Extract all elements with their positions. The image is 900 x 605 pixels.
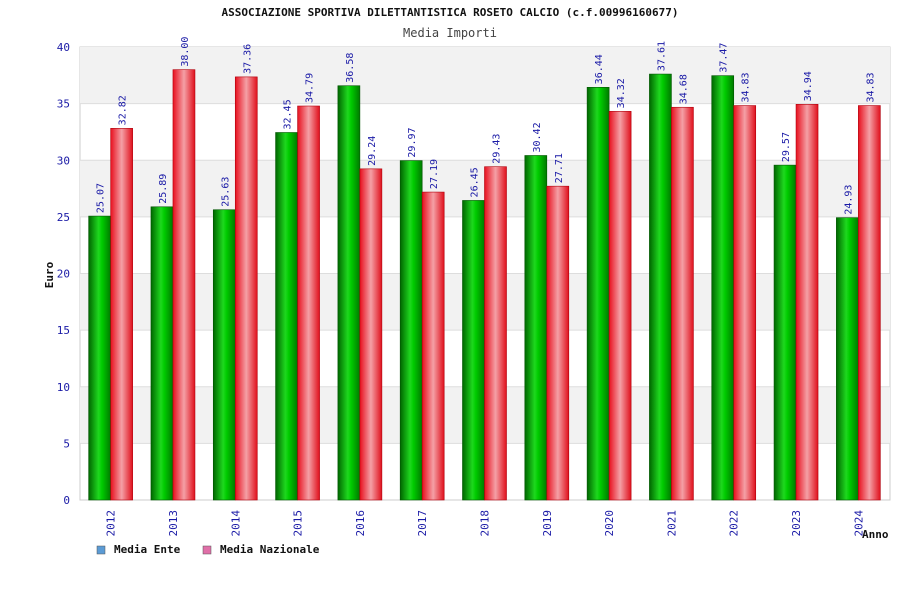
x-tick-label: 2016 [354,510,367,537]
legend-swatch [202,545,212,555]
data-label: 27.71 [554,153,565,183]
data-label: 34.83 [865,72,876,102]
data-label: 37.47 [719,43,730,73]
bar-media-nazionale-2013 [172,69,196,501]
data-label: 34.94 [803,71,814,101]
x-tick-label: 2019 [541,510,554,537]
x-axis-label: Anno [862,528,889,541]
data-label: 37.61 [656,41,667,71]
data-label: 38.00 [180,37,191,67]
bars [88,69,881,501]
y-tick-label: 0 [63,494,70,507]
x-tick-label: 2017 [416,510,429,537]
data-label: 29.97 [407,127,418,157]
y-axis-label: Euro [43,261,56,288]
bar-media-ente-2021 [649,73,672,501]
legend: Media Ente Media Nazionale [96,543,320,556]
data-label: 29.43 [492,134,503,164]
bar-media-nazionale-2018 [484,166,507,501]
x-ticks: 2012 2013 2014 2015 2016 2017 2018 2019 2020 2021… [105,510,866,537]
bar-media-ente-2013 [150,206,174,501]
data-label: 34.83 [741,72,752,102]
chart-subtitle: Media Importi [403,26,497,40]
bar-media-nazionale-2014 [234,76,258,501]
bar-media-ente-2024 [836,217,859,501]
data-label: 25.07 [96,183,107,213]
data-label: 26.45 [470,167,481,197]
y-tick-label: 40 [57,41,70,54]
data-label: 25.89 [158,174,169,204]
data-label: 30.42 [532,122,543,152]
y-tick-label: 30 [57,154,70,167]
x-tick-label: 2013 [167,510,180,537]
bar-media-nazionale-2019 [546,185,570,501]
data-label: 37.36 [242,44,253,74]
y-ticks: 0 5 10 15 20 25 30 35 40 [57,41,70,507]
data-label: 32.45 [283,99,294,129]
y-tick-label: 25 [57,211,70,224]
bar-media-nazionale-2016 [359,168,383,501]
bar-media-ente-2022 [711,75,735,501]
y-tick-label: 10 [57,381,70,394]
x-tick-label: 2022 [728,510,741,537]
bar-media-nazionale-2022 [733,105,757,501]
bar-media-nazionale-2020 [608,111,632,501]
y-tick-label: 20 [57,268,70,281]
data-label: 36.58 [345,53,356,83]
x-tick-label: 2018 [479,510,492,537]
data-labels: 25.07 32.82 25.89 38.00 25.63 37.36 32.45 34.79… [96,37,877,215]
data-label: 34.79 [305,73,316,103]
x-tick-label: 2023 [790,510,803,537]
bar-media-ente-2020 [586,87,610,501]
x-tick-label: 2012 [105,510,118,537]
bar-media-ente-2018 [462,200,485,501]
data-label: 29.24 [367,136,378,166]
bar-media-ente-2012 [88,215,111,501]
data-label: 25.63 [220,177,231,207]
data-label: 29.57 [781,132,792,162]
data-label: 34.68 [678,74,689,104]
data-label: 32.82 [118,95,129,125]
legend-label: Media Nazionale [220,543,320,556]
y-tick-label: 15 [57,324,70,337]
data-label: 36.44 [594,54,605,84]
bar-media-nazionale-2017 [421,191,445,501]
bar-media-ente-2023 [773,164,797,501]
bar-media-nazionale-2021 [671,106,694,501]
bar-media-ente-2014 [212,209,236,501]
legend-label: Media Ente [114,543,181,556]
x-tick-label: 2024 [852,510,865,537]
bar-media-ente-2017 [399,160,423,501]
x-tick-label: 2015 [292,510,305,537]
bar-media-nazionale-2024 [858,105,881,501]
bar-media-nazionale-2023 [795,104,819,501]
data-label: 24.93 [843,185,854,215]
x-tick-label: 2014 [229,510,242,537]
bar-media-ente-2019 [524,155,548,501]
chart-title: ASSOCIAZIONE SPORTIVA DILETTANTISTICA RO… [222,6,679,19]
y-tick-label: 35 [57,98,70,111]
data-label: 27.19 [429,159,440,189]
bar-media-nazionale-2015 [297,105,320,501]
x-tick-label: 2021 [665,510,678,537]
y-tick-label: 5 [63,437,70,450]
data-label: 34.32 [616,78,627,108]
bar-media-ente-2016 [337,85,361,501]
bar-media-ente-2015 [275,132,298,501]
x-tick-label: 2020 [603,510,616,537]
bar-media-nazionale-2012 [110,128,133,501]
legend-swatch [96,545,106,555]
grid-band [80,47,890,104]
